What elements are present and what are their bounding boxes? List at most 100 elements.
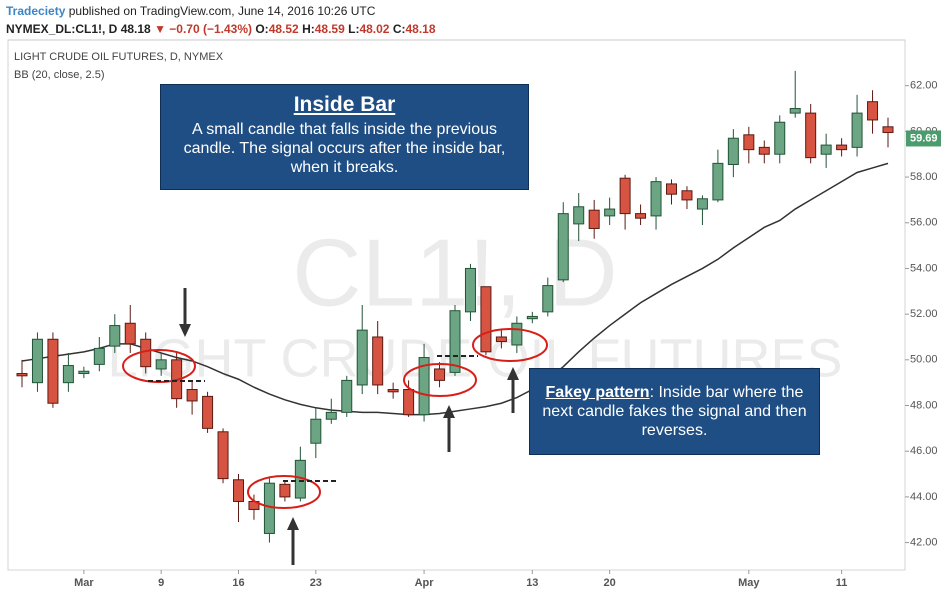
- candle-body: [882, 126, 894, 134]
- candle-body: [557, 213, 569, 281]
- highlights: [122, 328, 548, 509]
- ma-line: [21, 162, 889, 416]
- candle-body: [836, 144, 848, 151]
- candle-body: [542, 285, 554, 313]
- arrow-head: [287, 517, 299, 530]
- last-price-box: [906, 130, 941, 147]
- candle-body: [650, 181, 662, 217]
- change: ▼ −0.70 (−1.43%): [154, 22, 252, 36]
- candle-body: [867, 101, 879, 121]
- candle-body: [789, 108, 801, 114]
- x-tick-label: 9: [158, 577, 164, 589]
- candle-body: [78, 370, 90, 375]
- candle-body: [93, 347, 105, 365]
- candle-body: [619, 177, 631, 215]
- last: 48.18: [120, 22, 151, 36]
- candle-body: [727, 137, 739, 166]
- candle-body: [774, 121, 786, 155]
- candle-body: [356, 329, 368, 386]
- candle-body: [341, 379, 353, 413]
- candle-body: [155, 359, 167, 370]
- candle-body: [573, 206, 585, 225]
- candle-body: [635, 213, 647, 219]
- candle-body: [604, 208, 616, 217]
- x-tick-label: Mar: [74, 577, 94, 589]
- candle-body: [851, 112, 863, 148]
- x-tick-label: 11: [836, 577, 848, 589]
- candle-body: [109, 325, 121, 347]
- symbol-line: NYMEX_DL:CL1!, D 48.18 ▼ −0.70 (−1.43%) …: [6, 22, 436, 36]
- annotation-text: : Inside bar where the next candle fakes…: [542, 384, 807, 439]
- candle-body: [372, 336, 384, 386]
- candle-body: [712, 162, 724, 201]
- candle-body: [31, 338, 43, 384]
- candle-body: [681, 190, 693, 201]
- candle-body: [16, 373, 28, 377]
- candle-body: [47, 338, 59, 404]
- highlight-ellipse: [472, 328, 548, 362]
- x-tick-label: 23: [310, 577, 322, 589]
- candle-body: [233, 479, 244, 502]
- candle-body: [758, 146, 770, 155]
- y-tick-label: 62.00: [910, 80, 938, 92]
- candle-body: [805, 112, 817, 159]
- x-tick-label: May: [738, 577, 760, 589]
- y-tick-label: 44.00: [910, 491, 938, 503]
- candle-body: [186, 389, 198, 402]
- publish-line: Tradeciety published on TradingView.com,…: [6, 4, 375, 18]
- candle-body: [511, 322, 523, 346]
- break-levels: [148, 355, 478, 482]
- arrow-head: [443, 405, 455, 418]
- y-tick-label: 50.00: [910, 354, 938, 366]
- candle-body: [588, 209, 600, 229]
- y-tick-label: 48.00: [910, 399, 938, 411]
- arrow-head: [507, 367, 519, 380]
- candle-body: [124, 322, 136, 345]
- candle-body: [62, 365, 74, 384]
- x-tick-label: 13: [526, 577, 538, 589]
- candle-body: [743, 134, 755, 151]
- candle-body: [403, 389, 415, 416]
- candle-body: [495, 336, 507, 343]
- x-tick-label: Apr: [415, 577, 435, 589]
- candle-body: [202, 395, 214, 429]
- x-tick-label: 20: [604, 577, 616, 589]
- indicator-legend: BB (20, close, 2.5): [14, 69, 105, 81]
- last-price-label: 59.69: [910, 132, 938, 144]
- candle-body: [696, 198, 708, 210]
- plot-layer: 42.00 44.00 46.00 48.00 50.00 52.00 54.00 56.00…: [16, 70, 938, 589]
- o: 48.52: [268, 22, 299, 36]
- y-tick-label: 56.00: [910, 217, 938, 229]
- chart-title: LIGHT CRUDE OIL FUTURES, D, NYMEX: [14, 51, 224, 63]
- candle-body: [434, 368, 446, 381]
- annotation-title: Fakey pattern: [545, 384, 650, 401]
- candle-body: [279, 483, 291, 498]
- o-label: O:: [255, 22, 269, 36]
- symbol: NYMEX_DL:CL1!, D: [6, 22, 118, 36]
- h-label: H:: [302, 22, 315, 36]
- c: 48.18: [405, 22, 436, 36]
- candle-body: [418, 357, 430, 416]
- y-tick-label: 42.00: [910, 536, 938, 548]
- l-label: L:: [348, 22, 360, 36]
- arrow-head: [179, 324, 191, 337]
- x-tick-label: 16: [232, 577, 244, 589]
- annotation-title: Inside Bar: [293, 93, 396, 116]
- candle-body: [480, 286, 492, 353]
- candle-body: [325, 411, 337, 420]
- candle-body: [526, 315, 538, 320]
- y-tick-label: 58.00: [910, 171, 938, 183]
- candle-body: [140, 338, 152, 368]
- candle-body: [820, 144, 832, 155]
- candle-body: [310, 418, 322, 444]
- candle-body: [387, 389, 399, 393]
- annotation-text: A small candle that falls inside the pre…: [183, 121, 506, 176]
- arrows: [179, 288, 519, 565]
- y-tick-label: 52.00: [910, 308, 938, 320]
- candle-body: [449, 310, 461, 373]
- author[interactable]: Tradeciety: [6, 4, 66, 18]
- y-tick-label: 54.00: [910, 262, 938, 274]
- highlight-ellipse: [403, 363, 477, 397]
- c-label: C:: [392, 22, 406, 36]
